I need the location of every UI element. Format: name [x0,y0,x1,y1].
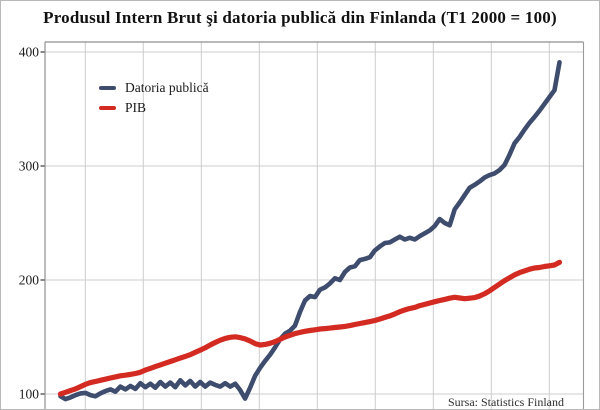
pib-legend-label: PIB [125,100,147,115]
pib-line [57,259,563,397]
datoria-publica-legend-label: Datoria publică [125,80,209,95]
legend-item-datoria-publica: Datoria publică [99,79,209,96]
y-tick-label: 200 [19,273,40,288]
y-tick-label: 400 [19,45,40,60]
legend: Datoria publică PIB [99,79,209,116]
datoria-publica-line [58,59,562,402]
legend-item-pib: PIB [99,99,209,116]
y-tick-label: 100 [19,387,40,402]
pib-line-swatch [99,105,116,110]
y-tick-label: 300 [19,159,40,174]
chart-title: Produsul Intern Brut şi datoria publică … [43,8,557,27]
datoria-publica-line-swatch [99,85,116,90]
source-credit: Sursa: Statistics Finland [447,395,564,409]
